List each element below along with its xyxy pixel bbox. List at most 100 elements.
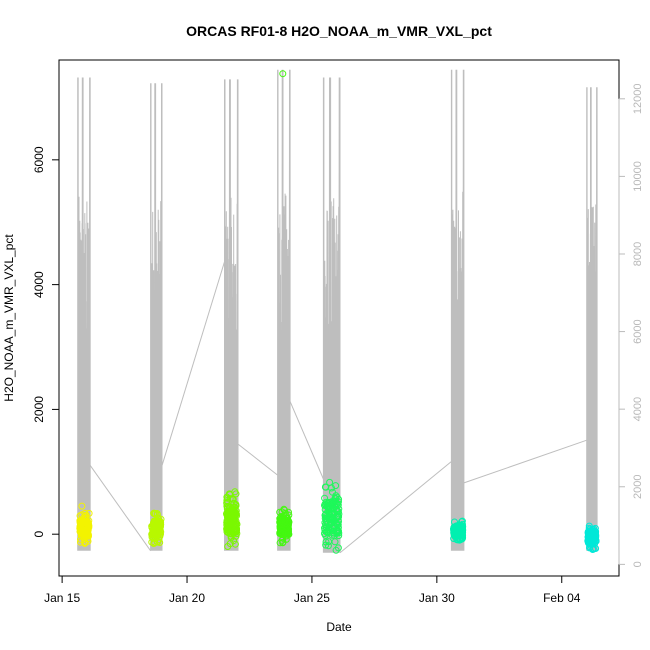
- data-point: [328, 498, 336, 506]
- y2-tick-label: 0: [632, 561, 644, 567]
- y2-tick-label: 8000: [632, 242, 644, 266]
- data-point: [587, 529, 595, 537]
- y-tick-label: 2000: [32, 396, 46, 423]
- data-point: [586, 544, 593, 552]
- data-point: [334, 524, 342, 532]
- data-point: [450, 524, 458, 532]
- data-point: [226, 491, 234, 499]
- data-point: [329, 499, 337, 507]
- x-tick-label: Feb 04: [543, 591, 581, 605]
- data-point: [224, 543, 232, 550]
- overlay-line-series: [77, 69, 598, 554]
- data-point: [81, 523, 89, 531]
- data-point: [231, 540, 239, 548]
- data-point: [81, 531, 89, 539]
- data-point: [281, 509, 289, 517]
- data-point: [322, 538, 330, 546]
- data-point: [150, 524, 158, 532]
- data-point: [226, 528, 234, 535]
- data-point: [278, 536, 286, 544]
- y2-tick-label: 6000: [632, 319, 644, 343]
- data-point: [282, 535, 290, 543]
- overlay-connector: [161, 261, 225, 466]
- data-point: [334, 529, 341, 537]
- data-point: [328, 518, 336, 526]
- x-tick-label: Jan 25: [294, 591, 330, 605]
- data-point: [77, 527, 84, 535]
- y-tick-label: 6000: [32, 146, 46, 173]
- x-tick-label: Jan 15: [44, 591, 80, 605]
- x-axis-label: Date: [326, 620, 352, 634]
- data-point: [592, 533, 600, 541]
- y2-tick-label: 10000: [632, 161, 644, 192]
- data-point: [324, 524, 332, 532]
- data-point: [232, 517, 240, 525]
- data-point: [280, 505, 288, 513]
- data-point: [154, 530, 162, 538]
- overlay-spike: [277, 69, 291, 551]
- data-point: [81, 519, 89, 527]
- data-point: [334, 544, 342, 552]
- data-point: [229, 517, 237, 525]
- data-point: [325, 538, 333, 546]
- data-point: [277, 529, 285, 537]
- data-point-outlier: [326, 478, 334, 486]
- data-point: [334, 520, 342, 528]
- data-point: [150, 510, 158, 518]
- overlay-spike: [77, 77, 91, 551]
- data-point: [151, 539, 159, 547]
- data-point-outlier: [279, 70, 287, 78]
- overlay-spike: [322, 77, 341, 553]
- scatter-series: [76, 70, 600, 554]
- data-point: [227, 509, 235, 517]
- data-point: [324, 542, 332, 550]
- overlay-connector: [463, 439, 587, 484]
- data-point: [81, 509, 89, 517]
- overlay-spike: [586, 87, 598, 551]
- data-point: [335, 498, 342, 506]
- y2-tick-label: 12000: [632, 84, 644, 115]
- overlay-connector: [237, 443, 278, 476]
- overlay-connector: [339, 461, 452, 554]
- data-point: [156, 539, 164, 546]
- data-point: [321, 531, 329, 539]
- x-tick-label: Jan 30: [419, 591, 455, 605]
- data-point: [585, 535, 592, 543]
- data-point: [233, 525, 240, 533]
- y-tick-label: 4000: [32, 271, 46, 298]
- overlay-connector: [89, 465, 152, 552]
- y-tick-label: 0: [32, 531, 46, 538]
- y2-tick-label: 4000: [632, 397, 644, 421]
- data-point: [224, 526, 232, 534]
- x-tick-label: Jan 20: [169, 591, 205, 605]
- data-point: [155, 527, 163, 535]
- data-point: [450, 525, 457, 533]
- data-point: [232, 527, 240, 535]
- chart-title: ORCAS RF01-8 H2O_NOAA_m_VMR_VXL_pct: [186, 23, 492, 39]
- data-point: [278, 516, 286, 524]
- data-point-outlier: [231, 488, 239, 496]
- data-point: [153, 511, 161, 519]
- overlay-connector: [289, 401, 324, 480]
- data-point: [229, 495, 237, 503]
- y2-tick-label: 2000: [632, 475, 644, 499]
- data-point: [81, 539, 89, 546]
- data-point: [331, 529, 338, 537]
- data-point: [321, 501, 328, 509]
- overlay-spike: [450, 69, 465, 551]
- overlay-spike: [150, 83, 163, 551]
- data-point: [283, 523, 291, 531]
- data-point: [591, 540, 599, 548]
- y-axis-right: 0 2000 4000 6000 8000 10000 12000: [618, 84, 644, 567]
- data-point: [150, 517, 158, 525]
- y-axis-label: H2O_NOAA_m_VMR_VXL_pct: [2, 234, 16, 402]
- data-point: [326, 509, 334, 517]
- data-point-outlier: [78, 502, 86, 510]
- y-axis-left: 0 2000 4000 6000: [32, 146, 60, 538]
- data-point: [227, 534, 235, 542]
- data-point: [233, 512, 240, 520]
- x-axis: Jan 15 Jan 20 Jan 25 Jan 30 Feb 04: [44, 575, 581, 605]
- data-point: [591, 529, 599, 537]
- data-point: [223, 499, 231, 507]
- data-point: [332, 506, 340, 514]
